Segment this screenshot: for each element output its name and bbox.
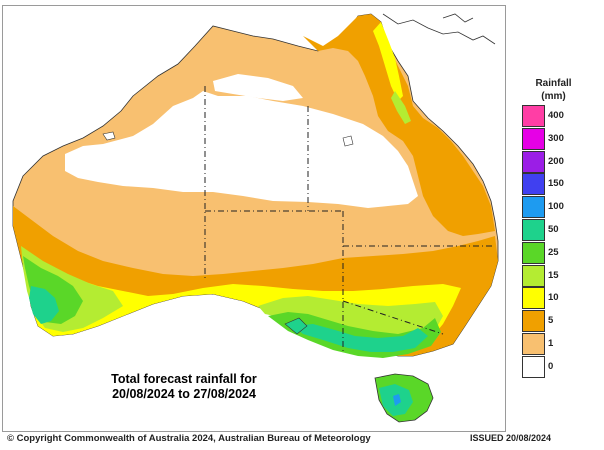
legend-label-10: 10 xyxy=(548,292,559,304)
rainfall-map: Total forecast rainfall for 20/08/2024 t… xyxy=(2,5,506,432)
legend-swatch-10 xyxy=(522,287,545,310)
issued-date: ISSUED 20/08/2024 xyxy=(470,433,552,443)
rainfall-zone-15mm-coast xyxy=(391,91,411,124)
legend-swatch-300 xyxy=(522,127,545,150)
rainfall-legend: Rainfall (mm) 400 300 200 150 100 50 25 15 10 5 1 0 xyxy=(505,5,602,430)
legend-swatch-1 xyxy=(522,333,545,355)
legend-label-1: 1 xyxy=(548,338,554,349)
legend-swatch-100 xyxy=(522,196,545,219)
australia-map-graphic xyxy=(12,13,499,423)
legend-swatch-5 xyxy=(522,310,545,333)
legend-units: (mm) xyxy=(541,91,566,102)
rainfall-zone-0mm-northeast xyxy=(213,74,303,101)
caption-line-2: 20/08/2024 to 27/08/2024 xyxy=(112,387,256,401)
legend-label-400: 400 xyxy=(548,110,564,121)
legend-swatch-15 xyxy=(522,264,545,287)
rainfall-zone-10mm-coast xyxy=(373,22,403,101)
legend-label-25: 25 xyxy=(548,246,559,258)
legend-label-150: 150 xyxy=(548,178,564,190)
caption-line-1: Total forecast rainfall for xyxy=(111,372,257,386)
legend-title: Rainfall xyxy=(535,78,572,89)
legend-swatch-50 xyxy=(522,219,545,241)
copyright-notice: © Copyright Commonwealth of Australia 20… xyxy=(7,433,371,444)
rainfall-zone-5mm-north xyxy=(303,14,495,236)
legend-label-50: 50 xyxy=(548,224,559,235)
rainfall-zone-100mm-tasmania xyxy=(393,394,401,406)
legend-label-5: 5 xyxy=(548,315,554,327)
legend-label-300: 300 xyxy=(548,132,564,144)
png-coastline xyxy=(382,13,496,45)
rainfall-zone-50mm-sw xyxy=(29,286,59,324)
rainfall-zone-50mm-se xyxy=(293,324,428,352)
legend-label-15: 15 xyxy=(548,269,559,281)
legend-label-100: 100 xyxy=(548,201,564,213)
legend-swatch-25 xyxy=(522,241,545,264)
map-caption: Total forecast rainfall for 20/08/2024 t… xyxy=(79,372,289,402)
legend-swatch-200 xyxy=(522,150,545,173)
state-borders xyxy=(204,86,493,351)
legend-label-0: 0 xyxy=(548,360,554,372)
rainfall-zone-0mm-interior xyxy=(65,91,418,208)
legend-swatch-0 xyxy=(522,355,545,378)
legend-label-200: 200 xyxy=(548,155,564,167)
legend-swatch-400 xyxy=(522,105,545,127)
legend-swatch-150 xyxy=(522,173,545,196)
